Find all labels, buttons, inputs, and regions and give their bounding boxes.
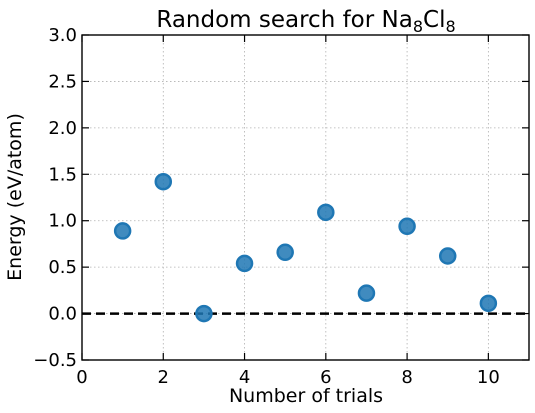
data-point — [235, 254, 254, 273]
y-tick-label: −0.5 — [33, 350, 77, 371]
data-point — [195, 304, 213, 323]
y-tick-label: 1.5 — [48, 164, 77, 185]
tick-labels-layer: 0 2 4 6 8 10 −0.5 0.0 0.5 1.0 1.5 2.0 2.5 3.0 — [33, 25, 500, 388]
y-tick-label: 2.5 — [48, 71, 77, 92]
y-tick-label: 0.5 — [48, 257, 77, 278]
data-point — [276, 243, 294, 262]
title-text-main: Random search for Na — [156, 7, 412, 33]
y-axis-label: Energy (eV/atom) — [4, 113, 26, 281]
plot-frame — [81, 34, 530, 361]
data-point — [113, 222, 132, 240]
y-tick-label: 0.0 — [48, 304, 77, 325]
grid-layer — [81, 34, 529, 361]
title-text-cl: Cl — [423, 7, 445, 33]
data-point — [317, 203, 335, 222]
ticks-layer — [81, 34, 529, 361]
title-subscript-cl: 8 — [445, 17, 455, 36]
chart-title: Random search for Na8Cl8 — [156, 7, 455, 36]
y-tick-label: 3.0 — [48, 25, 77, 46]
x-tick-label: 4 — [239, 367, 250, 388]
x-tick-label: 0 — [76, 367, 87, 388]
x-tick-label: 2 — [158, 367, 169, 388]
title-subscript-na: 8 — [413, 17, 423, 36]
data-point — [357, 284, 376, 302]
x-tick-label: 10 — [477, 367, 500, 388]
points-layer — [113, 172, 498, 323]
y-tick-label: 2.0 — [48, 118, 77, 139]
data-point — [398, 217, 416, 236]
data-point — [154, 172, 173, 191]
x-tick-label: 6 — [320, 367, 331, 388]
x-axis-label: Number of trials — [229, 385, 383, 407]
y-tick-label: 1.0 — [48, 211, 77, 232]
data-point — [479, 294, 498, 313]
data-point — [438, 247, 457, 265]
x-tick-label: 8 — [401, 367, 412, 388]
